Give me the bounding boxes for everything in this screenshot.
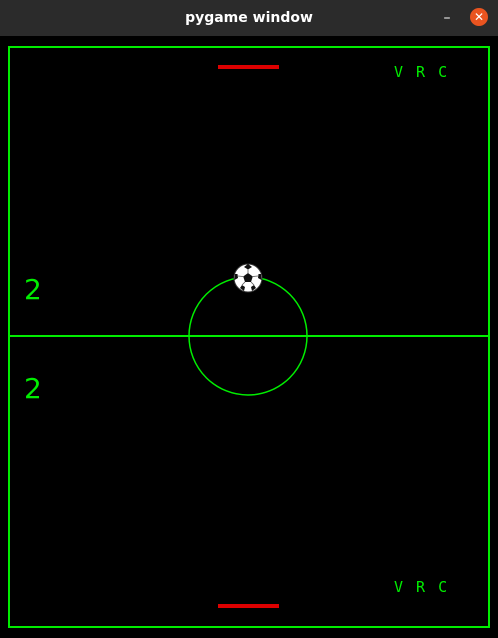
top-score: 2 [24, 273, 42, 306]
close-button[interactable]: ✕ [470, 8, 488, 26]
bottom-team-label: V R C [394, 578, 450, 596]
top-paddle [218, 65, 279, 69]
bottom-score: 2 [24, 372, 42, 405]
bottom-paddle [218, 604, 279, 608]
title-bar: pygame window – ✕ [0, 0, 498, 36]
game-canvas[interactable]: V R C V R C 2 2 [0, 36, 498, 638]
top-team-label: V R C [394, 63, 450, 81]
soccer-ball-icon [233, 263, 263, 293]
field-lines [8, 46, 490, 628]
minimize-button[interactable]: – [443, 10, 451, 26]
window-title: pygame window [185, 10, 313, 26]
